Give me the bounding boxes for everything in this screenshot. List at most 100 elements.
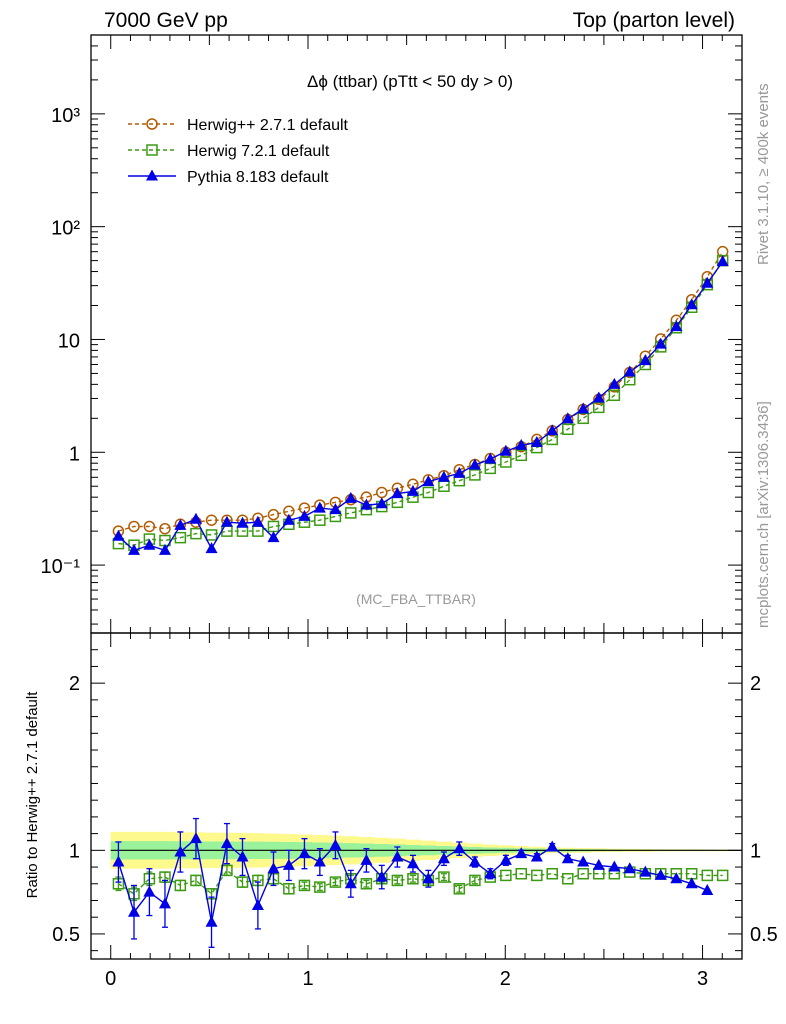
data-point-pythia [391, 487, 404, 499]
ratio-point-herwig7 [716, 869, 729, 882]
ratio-point-pythia [406, 857, 419, 869]
ratio-point-herwig7 [469, 874, 481, 887]
ratio-point-pythia [422, 872, 435, 884]
data-point-herwig7 [515, 449, 528, 462]
ratio-point-pythia [360, 853, 373, 865]
ratio-point-pythia [670, 872, 683, 884]
data-point-pythia [158, 543, 171, 555]
ratio-point-pythia [313, 855, 326, 867]
ratio-point-pythia [251, 899, 264, 911]
ratio-point-pythia [128, 905, 141, 917]
ratio-y-tick-label: 2 [69, 673, 80, 695]
ratio-point-pythia [298, 847, 311, 859]
main-plot-title: Δϕ (ttbar) (pTtt < 50 dy > 0) [307, 72, 513, 91]
rivet-version-label: Rivet 3.1.10, ≥ 400k events [755, 83, 772, 265]
ratio-point-pythia [112, 855, 125, 867]
ratio-point-pythia [592, 858, 605, 870]
data-point-pythia [422, 475, 435, 487]
data-point-pythia [639, 354, 652, 366]
data-point-pythia [406, 484, 419, 496]
ratio-point-pythia [143, 885, 156, 897]
mcplots-credit-label: mcplots.cern.ch [arXiv:1306.3436] [755, 401, 772, 628]
data-point-pythia [128, 543, 141, 555]
data-point-pythia [546, 424, 559, 436]
x-tick-label: 2 [500, 968, 511, 990]
legend-marker-herwigpp [146, 118, 158, 130]
data-point-herwig7 [174, 531, 187, 544]
ratio-point-pythia [375, 870, 388, 882]
ratio-point-herwig7 [515, 867, 528, 880]
ratio-point-pythia [484, 867, 497, 879]
ratio-point-herwig7 [701, 869, 714, 882]
legend-marker-herwig7 [146, 144, 158, 156]
data-point-herwigpp [205, 514, 218, 526]
data-point-herwigpp [159, 522, 171, 535]
data-point-pythia [484, 452, 497, 464]
data-point-pythia [468, 458, 481, 470]
data-point-herwig7 [562, 423, 574, 435]
legend-label-pythia: Pythia 8.183 default [187, 169, 329, 186]
data-point-pythia [453, 466, 466, 478]
ratio-point-herwig7 [298, 879, 311, 892]
ratio-point-herwig7 [190, 874, 202, 887]
ratio-point-pythia [158, 897, 171, 909]
ratio-point-pythia [685, 877, 698, 889]
data-point-pythia [701, 276, 714, 288]
header-energy-label: 7000 GeV pp [104, 9, 228, 32]
data-point-pythia [174, 518, 187, 530]
ratio-point-herwig7 [531, 869, 543, 882]
data-point-pythia [499, 444, 512, 456]
ratio-point-pythia [623, 862, 636, 874]
ratio-point-herwig7 [314, 881, 326, 893]
data-point-pythia [437, 470, 450, 482]
ratio-point-pythia [174, 845, 187, 857]
ratio-point-herwig7 [546, 867, 558, 880]
data-point-herwig7 [422, 486, 435, 499]
ratio-point-herwig7 [562, 873, 574, 885]
ratio-point-herwig7 [453, 883, 466, 895]
ratio-point-pythia [561, 852, 574, 864]
header-process-label: Top (parton level) [573, 9, 735, 32]
y-tick-label: 10 [58, 330, 80, 352]
ratio-y-tick-label-right: 1 [750, 840, 761, 862]
data-point-pythia [670, 320, 683, 332]
data-point-pythia [592, 391, 605, 403]
ratio-point-pythia [468, 855, 481, 867]
data-point-herwig7 [205, 529, 218, 541]
data-point-herwig7 [484, 462, 497, 475]
data-point-pythia [313, 501, 326, 513]
ratio-axes: 0.5 0.5 1 1 2 2 0 1 2 3 [52, 633, 778, 990]
ratio-point-pythia [282, 858, 295, 870]
data-point-herwigpp [267, 508, 280, 521]
data-point-herwig7 [345, 507, 357, 519]
data-point-pythia [375, 497, 388, 509]
ratio-y-tick-label-right: 2 [750, 673, 761, 695]
y-tick-label: 1 [69, 443, 80, 465]
ratio-point-pythia [391, 850, 404, 862]
ratio-point-herwig7 [329, 876, 342, 888]
y-tick-label: 10² [51, 218, 80, 240]
ratio-point-pythia [577, 855, 590, 867]
ratio-point-pythia [205, 915, 218, 927]
ratio-point-pythia [329, 838, 342, 850]
ratio-point-pythia [267, 862, 280, 874]
data-point-pythia [344, 491, 357, 503]
ratio-y-tick-label: 0.5 [52, 924, 80, 946]
ratio-point-pythia [654, 868, 667, 880]
data-point-herwig7 [438, 480, 450, 492]
data-point-pythia [236, 516, 249, 528]
ratio-y-axis-label: Ratio to Herwig++ 2.7.1 default [24, 691, 41, 899]
main-panel: 10⁻¹ 1 10 10² 10³ Δϕ (ttbar) (pTtt < 50 dy >… [41, 34, 743, 634]
data-point-herwig7 [391, 496, 404, 509]
data-point-pythia [112, 529, 125, 541]
analysis-tag: (MC_FBA_TTBAR) [356, 591, 476, 607]
ratio-point-herwig7 [360, 878, 373, 890]
ratio-point-pythia [189, 832, 202, 844]
ratio-point-pythia [515, 847, 528, 859]
data-point-herwig7 [314, 514, 326, 526]
data-point-herwig7 [469, 469, 481, 481]
data-point-pythia [143, 538, 156, 550]
ratio-line-herwig7 [118, 869, 723, 895]
ratio-point-herwig7 [438, 871, 450, 883]
